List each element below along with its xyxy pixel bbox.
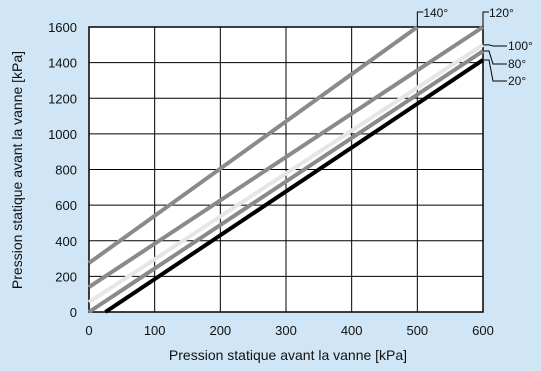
series-lines — [87, 25, 485, 314]
label-leader — [482, 11, 489, 27]
x-tick-label: 500 — [406, 323, 428, 338]
x-tick-label: 400 — [341, 323, 363, 338]
series-line — [104, 58, 485, 314]
series-label: 100° — [508, 39, 533, 53]
series-label: 20° — [508, 74, 526, 88]
y-tick-label: 200 — [55, 269, 77, 284]
y-tick-label: 1600 — [48, 20, 77, 35]
series-line — [87, 25, 485, 289]
y-tick-label: 600 — [55, 198, 77, 213]
y-tick-label: 400 — [55, 234, 77, 249]
x-tick-label: 100 — [144, 323, 166, 338]
series-line — [87, 25, 419, 265]
y-tick-label: 800 — [55, 163, 77, 178]
label-leader — [484, 59, 507, 82]
y-tick-label: 1400 — [48, 56, 77, 71]
tick-labels: 0 100 200 300 400 500 600 0 200 400 600 800 1000 1200… — [48, 20, 494, 338]
series-label: 140° — [423, 6, 448, 20]
series-labels: 140° 120° 100° 80° 20° — [416, 6, 533, 88]
y-tick-label: 1000 — [48, 127, 77, 142]
series-label: 120° — [489, 6, 514, 20]
x-tick-label: 200 — [209, 323, 231, 338]
x-tick-label: 0 — [85, 323, 92, 338]
x-axis-title: Pression statique avant la vanne [kPa] — [169, 347, 407, 363]
x-tick-label: 600 — [472, 323, 494, 338]
series-line — [87, 49, 485, 314]
label-leader — [484, 50, 507, 65]
series-line — [87, 43, 485, 304]
y-axis-title: Pression statique avant la vanne [kPa] — [9, 51, 25, 289]
x-tick-label: 300 — [275, 323, 297, 338]
y-tick-label: 0 — [70, 305, 77, 320]
label-leader — [416, 11, 424, 27]
y-tick-label: 1200 — [48, 91, 77, 106]
grid — [88, 26, 484, 313]
series-label: 80° — [508, 57, 526, 71]
label-leader — [484, 44, 507, 47]
